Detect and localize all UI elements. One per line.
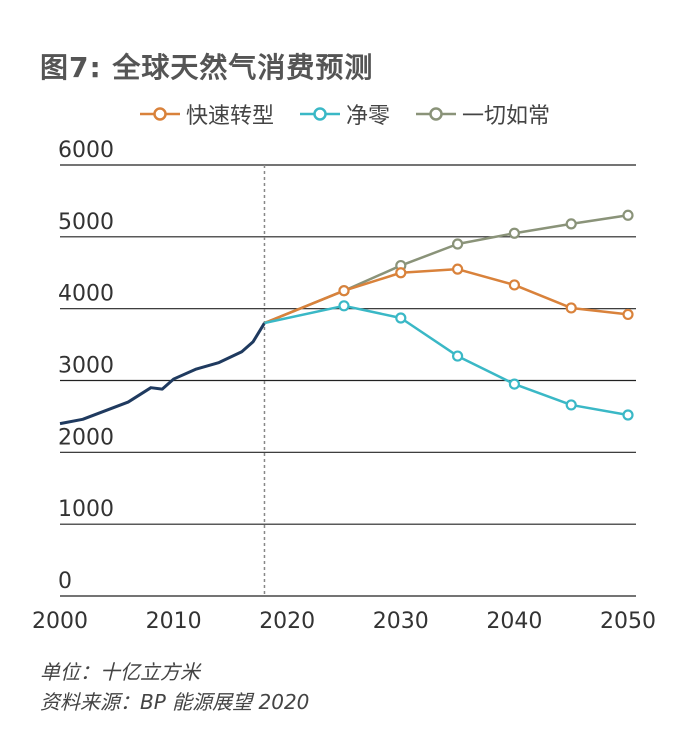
y-tick-label-0: 0 [58,569,72,594]
point-net-zero-2050 [622,409,634,421]
unit-note: 单位：十亿立方米 [40,660,200,684]
legend-marker-business-as-usual [416,107,457,121]
legend-item-net-zero: 净零 [300,98,390,130]
y-tick-label-4000: 4000 [58,282,114,307]
point-net-zero-2040 [508,378,521,390]
series-lines [59,214,629,426]
series-points [338,209,634,421]
x-tick-label-2020: 2020 [259,609,315,634]
series-line-net-zero [264,304,629,417]
y-axis-ticks: 0 1000 2000 3000 4000 5000 6000 [58,138,114,594]
y-tick-label-1000: 1000 [58,497,114,522]
x-tick-label-2010: 2010 [146,609,202,634]
point-business-as-usual-2050 [622,209,634,221]
gridlines [60,164,636,597]
point-fast-transition-2045 [565,302,577,314]
point-fast-transition-2025 [338,285,350,297]
legend-label-business-as-usual: 一切如常 [462,104,551,129]
source-note: 资料来源：BP 能源展望 2020 [40,690,310,714]
chart-title: 图7: 全球天然气消费预测 [40,51,374,84]
legend-marker-net-zero [300,107,341,121]
x-axis-ticks: 2000 2010 2020 2030 2040 2050 [32,609,656,634]
legend-item-fast-transition: 快速转型 [140,98,274,130]
series-line-fast-transition [264,267,629,325]
point-fast-transition-2050 [622,308,634,321]
x-tick-label-2040: 2040 [486,609,542,634]
legend-label-fast-transition: 快速转型 [186,104,275,129]
x-tick-label-2000: 2000 [32,609,88,634]
y-tick-label-5000: 5000 [58,210,114,235]
legend-marker-fast-transition [140,107,180,121]
point-business-as-usual-2035 [452,238,464,250]
y-tick-label-6000: 6000 [58,138,114,163]
legend-item-business-as-usual: 一切如常 [416,98,550,130]
point-net-zero-2025 [338,300,350,312]
point-net-zero-2030 [395,312,407,324]
legend: 快速转型 净零 一切如常 [140,98,550,130]
x-tick-label-2050: 2050 [600,609,656,634]
y-tick-label-3000: 3000 [58,354,114,379]
x-tick-label-2030: 2030 [373,609,429,634]
point-net-zero-2035 [452,350,464,362]
point-business-as-usual-2045 [565,218,577,230]
point-fast-transition-2035 [452,263,464,275]
point-business-as-usual-2040 [508,227,521,239]
point-fast-transition-2040 [508,279,521,291]
y-tick-label-2000: 2000 [58,425,114,450]
point-fast-transition-2030 [395,267,407,279]
legend-label-net-zero: 净零 [346,104,391,129]
historical-line [59,322,266,426]
point-net-zero-2045 [565,399,577,411]
